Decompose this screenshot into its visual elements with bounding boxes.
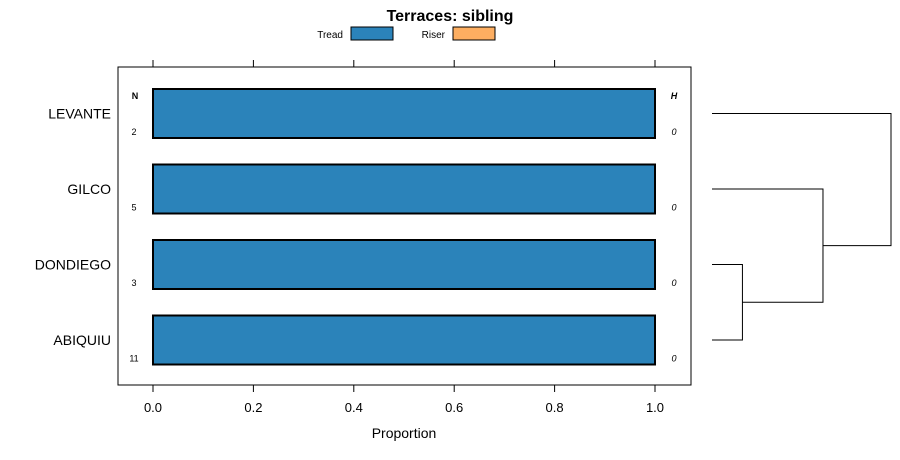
- h-value: 0: [671, 354, 676, 364]
- x-tick-label: 0.8: [546, 400, 564, 415]
- h-value: 0: [671, 203, 676, 213]
- bars: LEVANTE 2 0 GILCO 5 0 DONDIEGO 3 0 ABIQUIU 11 0: [35, 88, 677, 366]
- bar-tread: [152, 88, 656, 139]
- dendrogram: [712, 113, 892, 341]
- legend-label-tread: Tread: [317, 30, 343, 41]
- n-value: 3: [131, 278, 136, 288]
- dendrogram-branch: [712, 113, 892, 247]
- n-value: 2: [131, 127, 136, 137]
- chart-title: Terraces: sibling: [387, 8, 514, 25]
- h-value: 0: [671, 278, 676, 288]
- h-header: H: [671, 91, 678, 101]
- category-label: ABIQUIU: [53, 332, 111, 348]
- legend-label-riser: Riser: [422, 30, 446, 41]
- bar-tread: [152, 314, 656, 366]
- category-label: LEVANTE: [48, 106, 111, 122]
- legend: Tread Riser: [317, 26, 496, 41]
- n-header: N: [132, 91, 139, 101]
- legend-swatch-riser: [452, 26, 496, 41]
- n-value: 5: [131, 203, 136, 213]
- bar-tread: [152, 239, 656, 290]
- x-tick-label: 0.6: [445, 400, 463, 415]
- bar-tread: [152, 163, 656, 215]
- x-axis: 0.0 0.2 0.4 0.6 0.8 1.0: [144, 60, 664, 415]
- h-value: 0: [671, 127, 676, 137]
- x-tick-label: 0.2: [244, 400, 262, 415]
- dendrogram-branch: [712, 264, 743, 341]
- x-tick-label: 1.0: [646, 400, 664, 415]
- legend-swatch-tread: [350, 26, 394, 41]
- n-value: 11: [129, 354, 138, 364]
- x-tick-label: 0.4: [345, 400, 363, 415]
- plot-panel: [117, 66, 692, 386]
- x-tick-label: 0.0: [144, 400, 162, 415]
- category-label: DONDIEGO: [35, 257, 111, 273]
- category-label: GILCO: [67, 181, 111, 197]
- dendrogram-branch: [712, 188, 824, 303]
- x-axis-label: Proportion: [372, 425, 437, 441]
